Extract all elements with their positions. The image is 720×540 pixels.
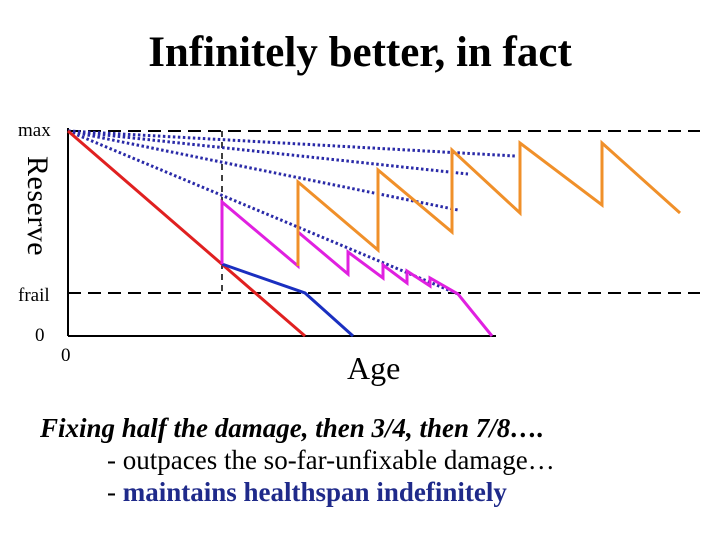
dotted-trajectory-2 bbox=[67, 129, 459, 212]
dotted-trajectory-3 bbox=[67, 129, 469, 176]
y-zero-label: 0 bbox=[35, 325, 45, 346]
caption-highlight: maintains healthspan indefinitely bbox=[122, 477, 507, 507]
dotted-trajectory-4 bbox=[67, 129, 516, 158]
x-axis-title: Age bbox=[347, 350, 401, 386]
dotted-trajectory-1 bbox=[67, 129, 459, 296]
caption-line-3: - maintains healthspan indefinitely bbox=[40, 476, 555, 508]
caption-line-3-prefix: - bbox=[107, 477, 123, 507]
slide-title: Infinitely better, in fact bbox=[148, 29, 572, 76]
caption-line-2: - outpaces the so-far-unfixable damage… bbox=[107, 445, 555, 475]
caption: Fixing half the damage, then 3/4, then 7… bbox=[40, 412, 555, 508]
y-max-label: max bbox=[18, 120, 51, 141]
projected-decline-dotted-lines bbox=[67, 129, 516, 296]
untreated-decline-line bbox=[67, 129, 306, 338]
y-frail-label: frail bbox=[18, 285, 50, 306]
x-zero-label: 0 bbox=[61, 345, 71, 366]
blue-partial-repair-line bbox=[221, 262, 355, 338]
y-axis-title: Reserve bbox=[21, 156, 54, 257]
orange-repair-sawtooth bbox=[296, 139, 682, 266]
caption-line-1: Fixing half the damage, then 3/4, then 7… bbox=[40, 413, 545, 443]
